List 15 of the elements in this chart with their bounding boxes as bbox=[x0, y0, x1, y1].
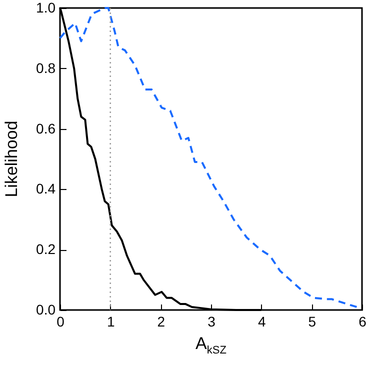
x-tick-label: 0 bbox=[56, 314, 65, 330]
y-tick-label: 1.0 bbox=[36, 0, 56, 16]
y-tick-label: 0.0 bbox=[36, 302, 56, 318]
y-tick-label: 0.2 bbox=[36, 241, 56, 258]
x-tick-label: 2 bbox=[157, 314, 166, 330]
y-tick-label: 0.6 bbox=[36, 120, 56, 136]
y-tick-label: 0.8 bbox=[36, 60, 56, 76]
x-tick-label: 1 bbox=[106, 314, 115, 330]
x-tick-label: 4 bbox=[258, 314, 266, 330]
x-tick-label: 6 bbox=[358, 314, 367, 330]
x-tick-label: 3 bbox=[208, 314, 216, 330]
x-tick-label: 5 bbox=[308, 314, 316, 330]
y-tick-label: 0.4 bbox=[36, 180, 56, 197]
y-axis-title: Likelihood bbox=[2, 120, 22, 198]
x-axis-title: A$_{kSZ}$ bbox=[194, 334, 228, 356]
